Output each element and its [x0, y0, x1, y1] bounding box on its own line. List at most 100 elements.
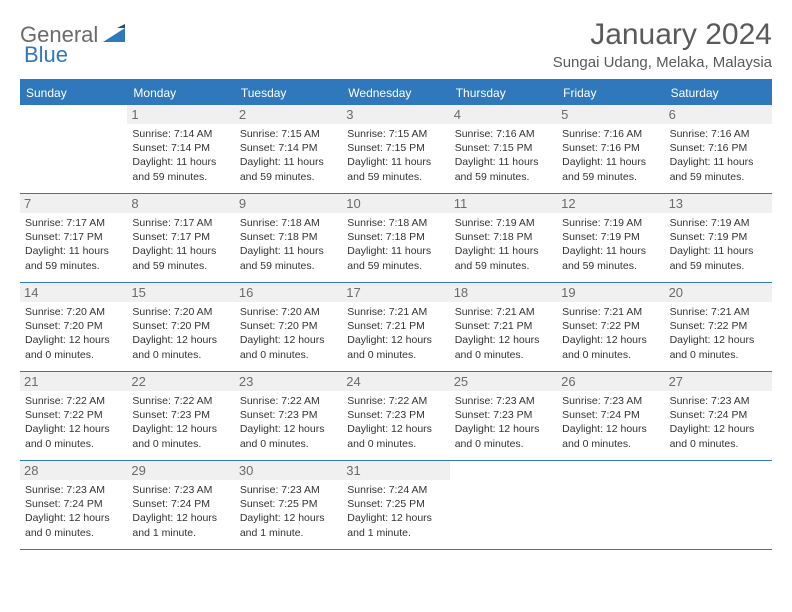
day-info: Sunrise: 7:21 AMSunset: 7:22 PMDaylight:… [562, 305, 659, 362]
day-info: Sunrise: 7:22 AMSunset: 7:23 PMDaylight:… [347, 394, 444, 451]
day-info: Sunrise: 7:23 AMSunset: 7:24 PMDaylight:… [670, 394, 767, 451]
day-number: 7 [20, 194, 127, 213]
calendar-cell: 4 Sunrise: 7:16 AMSunset: 7:15 PMDaylight… [450, 105, 557, 193]
title-block: January 2024 Sungai Udang, Melaka, Malay… [553, 18, 772, 71]
day-number: 25 [450, 372, 557, 391]
day-info: Sunrise: 7:22 AMSunset: 7:23 PMDaylight:… [132, 394, 229, 451]
day-number: 20 [665, 283, 772, 302]
day-info: Sunrise: 7:23 AMSunset: 7:25 PMDaylight:… [240, 483, 337, 540]
day-info: Sunrise: 7:18 AMSunset: 7:18 PMDaylight:… [240, 216, 337, 273]
calendar-cell: 11 Sunrise: 7:19 AMSunset: 7:18 PMDayligh… [450, 194, 557, 282]
calendar-cell: 12 Sunrise: 7:19 AMSunset: 7:19 PMDayligh… [557, 194, 664, 282]
calendar-cell: 15 Sunrise: 7:20 AMSunset: 7:20 PMDayligh… [127, 283, 234, 371]
day-number: 19 [557, 283, 664, 302]
calendar-cell [665, 461, 772, 549]
day-number: 2 [235, 105, 342, 124]
day-info: Sunrise: 7:19 AMSunset: 7:19 PMDaylight:… [670, 216, 767, 273]
day-number: 23 [235, 372, 342, 391]
day-number: 14 [20, 283, 127, 302]
day-number: 17 [342, 283, 449, 302]
day-number: 21 [20, 372, 127, 391]
calendar-week: 1Sunrise: 7:14 AMSunset: 7:14 PMDaylight… [20, 105, 772, 194]
weekday-label: Monday [127, 81, 234, 105]
day-number: 18 [450, 283, 557, 302]
day-info: Sunrise: 7:23 AMSunset: 7:24 PMDaylight:… [25, 483, 122, 540]
calendar-cell [20, 105, 127, 193]
day-info: Sunrise: 7:22 AMSunset: 7:22 PMDaylight:… [25, 394, 122, 451]
header: General January 2024 Sungai Udang, Melak… [20, 18, 772, 71]
weekday-label: Saturday [665, 81, 772, 105]
calendar-cell: 1Sunrise: 7:14 AMSunset: 7:14 PMDaylight… [127, 105, 234, 193]
day-number: 5 [557, 105, 664, 124]
calendar-cell: 20Sunrise: 7:21 AMSunset: 7:22 PMDayligh… [665, 283, 772, 371]
calendar-cell: 10 Sunrise: 7:18 AMSunset: 7:18 PMDayligh… [342, 194, 449, 282]
calendar-cell: 31 Sunrise: 7:24 AMSunset: 7:25 PMDayligh… [342, 461, 449, 549]
day-info: Sunrise: 7:24 AMSunset: 7:25 PMDaylight:… [347, 483, 444, 540]
day-number: 28 [20, 461, 127, 480]
day-info: Sunrise: 7:22 AMSunset: 7:23 PMDaylight:… [240, 394, 337, 451]
calendar-cell [557, 461, 664, 549]
weekday-header-row: SundayMondayTuesdayWednesdayThursdayFrid… [20, 81, 772, 105]
logo-text-blue: Blue [24, 42, 68, 68]
day-number: 30 [235, 461, 342, 480]
weekday-label: Thursday [450, 81, 557, 105]
day-info: Sunrise: 7:15 AMSunset: 7:15 PMDaylight:… [347, 127, 444, 184]
day-info: Sunrise: 7:15 AMSunset: 7:14 PMDaylight:… [240, 127, 337, 184]
day-number: 15 [127, 283, 234, 302]
calendar-cell: 7Sunrise: 7:17 AMSunset: 7:17 PMDaylight… [20, 194, 127, 282]
calendar-cell: 24 Sunrise: 7:22 AMSunset: 7:23 PMDayligh… [342, 372, 449, 460]
calendar-cell: 17 Sunrise: 7:21 AMSunset: 7:21 PMDayligh… [342, 283, 449, 371]
weekday-label: Sunday [20, 81, 127, 105]
day-number: 6 [665, 105, 772, 124]
day-info: Sunrise: 7:20 AMSunset: 7:20 PMDaylight:… [25, 305, 122, 362]
weekday-label: Wednesday [342, 81, 449, 105]
day-info: Sunrise: 7:20 AMSunset: 7:20 PMDaylight:… [132, 305, 229, 362]
weekday-label: Tuesday [235, 81, 342, 105]
calendar-cell: 18Sunrise: 7:21 AMSunset: 7:21 PMDayligh… [450, 283, 557, 371]
calendar-cell: 23 Sunrise: 7:22 AMSunset: 7:23 PMDayligh… [235, 372, 342, 460]
day-number: 3 [342, 105, 449, 124]
day-number: 24 [342, 372, 449, 391]
calendar: SundayMondayTuesdayWednesdayThursdayFrid… [20, 79, 772, 550]
calendar-cell: 14 Sunrise: 7:20 AMSunset: 7:20 PMDayligh… [20, 283, 127, 371]
calendar-cell: 22 Sunrise: 7:22 AMSunset: 7:23 PMDayligh… [127, 372, 234, 460]
calendar-cell: 13Sunrise: 7:19 AMSunset: 7:19 PMDayligh… [665, 194, 772, 282]
day-info: Sunrise: 7:17 AMSunset: 7:17 PMDaylight:… [132, 216, 229, 273]
day-number: 27 [665, 372, 772, 391]
calendar-week: 28 Sunrise: 7:23 AMSunset: 7:24 PMDayligh… [20, 461, 772, 550]
calendar-cell: 8Sunrise: 7:17 AMSunset: 7:17 PMDaylight… [127, 194, 234, 282]
day-info: Sunrise: 7:23 AMSunset: 7:24 PMDaylight:… [132, 483, 229, 540]
calendar-cell: 2 Sunrise: 7:15 AMSunset: 7:14 PMDaylight… [235, 105, 342, 193]
calendar-cell: 16 Sunrise: 7:20 AMSunset: 7:20 PMDayligh… [235, 283, 342, 371]
calendar-cell: 5 Sunrise: 7:16 AMSunset: 7:16 PMDaylight… [557, 105, 664, 193]
day-info: Sunrise: 7:16 AMSunset: 7:16 PMDaylight:… [670, 127, 767, 184]
day-info: Sunrise: 7:16 AMSunset: 7:15 PMDaylight:… [455, 127, 552, 184]
calendar-week: 14 Sunrise: 7:20 AMSunset: 7:20 PMDayligh… [20, 283, 772, 372]
day-number: 9 [235, 194, 342, 213]
calendar-cell: 19 Sunrise: 7:21 AMSunset: 7:22 PMDayligh… [557, 283, 664, 371]
day-number: 4 [450, 105, 557, 124]
day-number: 10 [342, 194, 449, 213]
calendar-cell: 30 Sunrise: 7:23 AMSunset: 7:25 PMDayligh… [235, 461, 342, 549]
day-info: Sunrise: 7:18 AMSunset: 7:18 PMDaylight:… [347, 216, 444, 273]
day-number: 11 [450, 194, 557, 213]
calendar-cell: 25Sunrise: 7:23 AMSunset: 7:23 PMDayligh… [450, 372, 557, 460]
day-number: 31 [342, 461, 449, 480]
day-info: Sunrise: 7:16 AMSunset: 7:16 PMDaylight:… [562, 127, 659, 184]
day-number: 16 [235, 283, 342, 302]
calendar-week: 21 Sunrise: 7:22 AMSunset: 7:22 PMDayligh… [20, 372, 772, 461]
day-number: 29 [127, 461, 234, 480]
day-info: Sunrise: 7:19 AMSunset: 7:19 PMDaylight:… [562, 216, 659, 273]
day-number: 22 [127, 372, 234, 391]
calendar-cell: 29 Sunrise: 7:23 AMSunset: 7:24 PMDayligh… [127, 461, 234, 549]
day-number: 12 [557, 194, 664, 213]
day-info: Sunrise: 7:14 AMSunset: 7:14 PMDaylight:… [132, 127, 229, 184]
day-info: Sunrise: 7:23 AMSunset: 7:24 PMDaylight:… [562, 394, 659, 451]
day-info: Sunrise: 7:20 AMSunset: 7:20 PMDaylight:… [240, 305, 337, 362]
calendar-cell [450, 461, 557, 549]
calendar-cell: 6 Sunrise: 7:16 AMSunset: 7:16 PMDaylight… [665, 105, 772, 193]
day-info: Sunrise: 7:19 AMSunset: 7:18 PMDaylight:… [455, 216, 552, 273]
day-info: Sunrise: 7:21 AMSunset: 7:21 PMDaylight:… [347, 305, 444, 362]
location-text: Sungai Udang, Melaka, Malaysia [553, 54, 772, 71]
calendar-cell: 27 Sunrise: 7:23 AMSunset: 7:24 PMDayligh… [665, 372, 772, 460]
